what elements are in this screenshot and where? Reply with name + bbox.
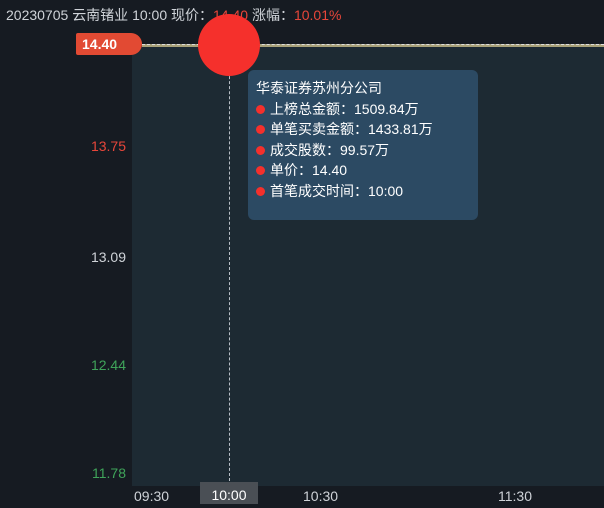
x-axis-selected-label: 10:00 <box>200 482 258 504</box>
tooltip: 华泰证券苏州分公司 上榜总金额：1509.84万 单笔买卖金额：1433.81万成… <box>248 70 478 220</box>
bullet-icon <box>256 145 265 155</box>
price-label: 现价： <box>171 7 214 23</box>
x-tick-label: 09:30 <box>134 488 170 504</box>
time: 10:00 <box>132 7 168 23</box>
tooltip-row-text: 单价：14.40 <box>270 162 348 178</box>
x-tick-label: 11:30 <box>498 488 532 504</box>
tooltip-row: 上榜总金额：1509.84万 <box>256 99 470 120</box>
y-tick-label: 13.75 <box>90 138 126 154</box>
date: 20230705 <box>6 7 69 23</box>
y-tick-label: 11.78 <box>92 465 126 481</box>
tooltip-row-text: 上榜总金额：1509.84万 <box>270 100 419 117</box>
price-tag: 14.40 <box>76 33 142 55</box>
bullet-icon <box>256 166 265 175</box>
y-tick-label: 12.44 <box>90 357 126 373</box>
bullet-icon <box>256 104 265 114</box>
tooltip-row: 单价：14.40 <box>256 160 470 181</box>
bullet-icon <box>256 186 265 196</box>
trade-marker[interactable] <box>198 14 260 76</box>
tooltip-row-text: 成交股数：99.57万 <box>270 141 390 158</box>
x-tick-label: 10:30 <box>303 488 339 504</box>
tooltip-title: 华泰证券苏州分公司 <box>256 80 382 96</box>
change-value: 10.01% <box>293 7 342 23</box>
tooltip-row: 成交股数：99.57万 <box>256 140 470 161</box>
chart-header: 20230705 云南锗业 10:00 现价：14.40 涨幅：10.01% <box>6 5 341 25</box>
tooltip-row-text: 单笔买卖金额：1433.81万 <box>270 121 433 137</box>
y-tick-label: 13.09 <box>90 249 126 265</box>
tooltip-row: 首笔成交时间：10:00 <box>256 181 470 202</box>
price-line <box>142 44 604 47</box>
stock-name: 云南锗业 <box>72 7 129 23</box>
crosshair-vertical <box>229 46 230 486</box>
tooltip-row: 单笔买卖金额：1433.81万 <box>256 119 470 140</box>
bullet-icon <box>256 125 265 134</box>
change-label: 涨幅： <box>251 7 294 23</box>
tooltip-row-text: 首笔成交时间：10:00 <box>270 182 404 199</box>
